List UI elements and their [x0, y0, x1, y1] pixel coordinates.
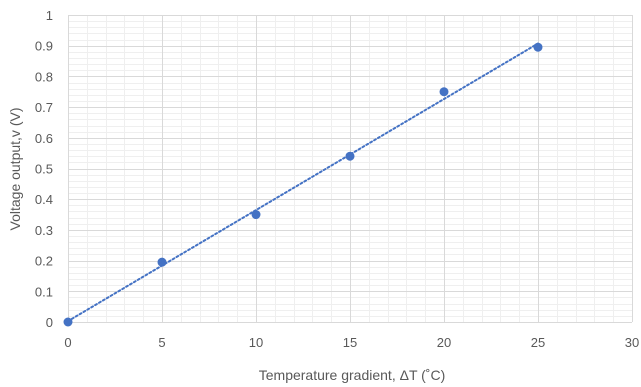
- y-tick-label: 0.7: [35, 100, 53, 115]
- x-tick-label: 15: [343, 335, 357, 350]
- data-point: [345, 151, 355, 161]
- y-tick-label: 0.9: [35, 39, 53, 54]
- x-tick-label: 10: [249, 335, 263, 350]
- x-axis-title: Temperature gradient, ΔT (˚C): [259, 367, 446, 383]
- data-points: [63, 42, 543, 327]
- major-grid: [68, 15, 633, 323]
- y-axis-title: Voltage output,v (V): [7, 108, 23, 231]
- data-point: [251, 210, 261, 220]
- x-tick-label: 20: [437, 335, 451, 350]
- y-tick-label: 0.4: [35, 192, 53, 207]
- x-tick-labels: 0 5 10 15 20 25 30: [64, 335, 639, 350]
- x-tick-label: 30: [625, 335, 639, 350]
- y-tick-label: 0: [46, 315, 53, 330]
- data-point: [157, 257, 167, 267]
- y-tick-labels: 0 0.1 0.2 0.3 0.4 0.5 0.6 0.7 0.8 0.9 1: [35, 8, 53, 330]
- y-tick-label: 0.8: [35, 69, 53, 84]
- x-tick-label: 0: [64, 335, 71, 350]
- data-point: [439, 87, 449, 97]
- x-tick-label: 5: [158, 335, 165, 350]
- y-tick-label: 0.6: [35, 131, 53, 146]
- data-point: [533, 42, 543, 52]
- y-tick-label: 0.2: [35, 254, 53, 269]
- linear-trendline: [67, 42, 539, 323]
- data-point: [63, 317, 73, 327]
- y-tick-label: 0.1: [35, 284, 53, 299]
- y-tick-label: 0.3: [35, 223, 53, 238]
- y-tick-label: 1: [46, 8, 53, 23]
- y-tick-label: 0.5: [35, 162, 53, 177]
- x-tick-label: 25: [531, 335, 545, 350]
- trendline-layer: [67, 42, 539, 323]
